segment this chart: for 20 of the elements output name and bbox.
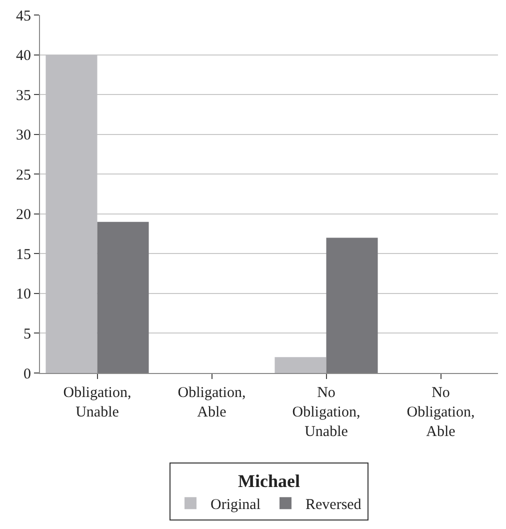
x-tick-label: No Obligation, Able bbox=[406, 385, 475, 440]
y-tick-label: 10 bbox=[16, 286, 31, 303]
x-tick-label: Obligation, Able bbox=[178, 385, 246, 420]
legend-label: Original bbox=[210, 497, 260, 513]
y-tick-label: 35 bbox=[16, 88, 31, 104]
legend-title: Michael bbox=[238, 470, 300, 491]
y-tick-label: 5 bbox=[24, 326, 31, 342]
y-tick-label: 45 bbox=[16, 8, 31, 24]
x-tick-label: No Obligation, Unable bbox=[292, 385, 360, 440]
legend-label: Reversed bbox=[306, 497, 362, 513]
y-tick-label: 0 bbox=[24, 366, 31, 382]
bar bbox=[97, 222, 149, 373]
bar bbox=[274, 357, 326, 373]
bar bbox=[326, 238, 378, 373]
y-tick-label: 25 bbox=[16, 167, 31, 184]
y-tick-label: 30 bbox=[16, 128, 31, 144]
x-tick-label: Obligation, Unable bbox=[63, 385, 132, 420]
y-tick-label: 20 bbox=[16, 207, 31, 224]
y-tick-label: 15 bbox=[16, 246, 31, 263]
y-tick-label: 40 bbox=[16, 48, 31, 64]
